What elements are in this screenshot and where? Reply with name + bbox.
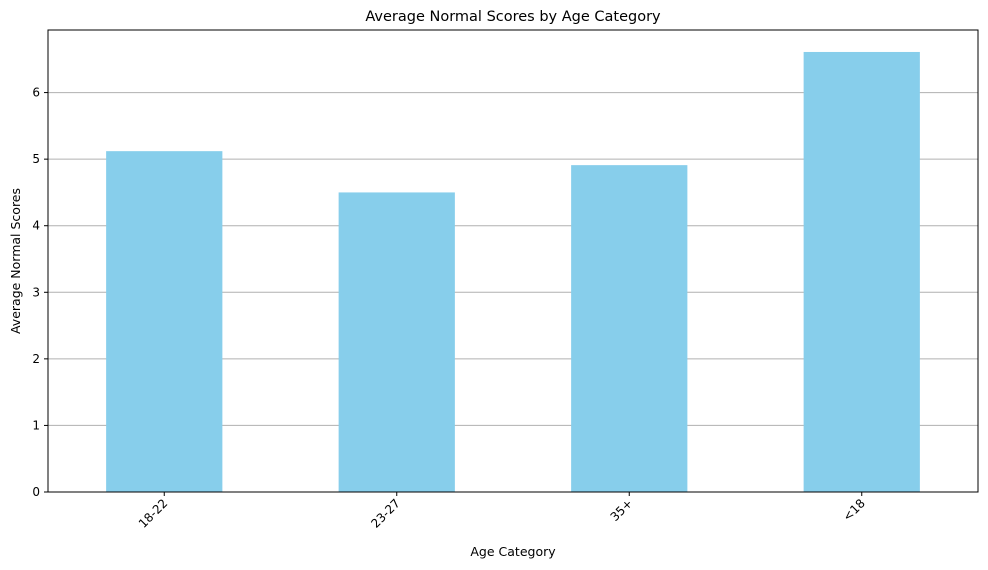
y-tick-label: 0 xyxy=(32,485,40,499)
y-axis-ticks: 0 1 2 3 4 5 6 xyxy=(32,86,48,499)
bar xyxy=(106,151,223,492)
y-tick-label: 2 xyxy=(32,352,40,366)
y-tick-label: 4 xyxy=(32,219,40,233)
y-tick-label: 3 xyxy=(32,285,40,299)
y-tick-label: 1 xyxy=(32,418,40,432)
x-axis-label: Age Category xyxy=(470,544,556,559)
bar xyxy=(803,51,920,493)
bar xyxy=(571,165,688,493)
y-axis-label: Average Normal Scores xyxy=(8,188,23,334)
bars xyxy=(106,51,920,493)
plot-frame xyxy=(47,29,979,493)
bar xyxy=(338,192,455,492)
y-tick-label: 6 xyxy=(32,86,40,100)
y-tick-label: 5 xyxy=(32,152,40,166)
chart-title: Average Normal Scores by Age Category xyxy=(365,9,661,25)
